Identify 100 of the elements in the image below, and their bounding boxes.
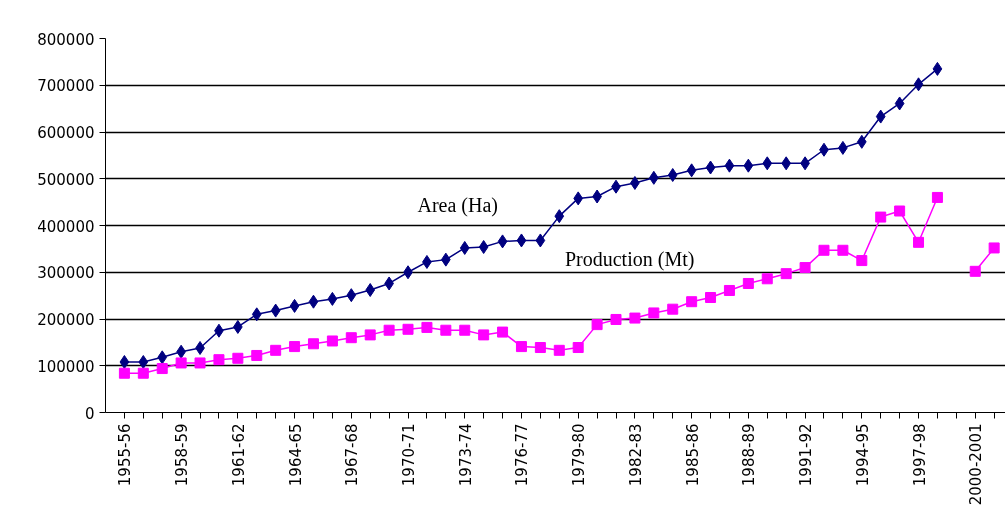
point [307, 338, 319, 350]
point [365, 283, 376, 298]
point [667, 303, 679, 315]
point [856, 255, 868, 267]
point [648, 307, 660, 319]
point [573, 191, 584, 206]
x-tick-label: 1997-98 [910, 423, 929, 487]
x-tick-label: 2000-2001 [967, 423, 986, 506]
y-tick-label: 700000 [37, 77, 95, 96]
point [648, 170, 659, 185]
point [686, 296, 698, 308]
point [497, 234, 508, 249]
point [894, 96, 905, 111]
x-tick-label: 1961-62 [229, 423, 248, 487]
point [516, 233, 527, 248]
point [326, 335, 338, 347]
point [875, 109, 886, 124]
point [157, 350, 168, 365]
x-tick-label: 1964-65 [286, 423, 305, 487]
point [629, 312, 641, 324]
series-label: Area (Ha) [417, 193, 498, 217]
point [894, 205, 906, 217]
point [723, 284, 735, 296]
x-tick-label: 1970-71 [400, 423, 419, 487]
y-tick-label: 300000 [37, 264, 95, 283]
y-tick-label: 400000 [37, 217, 95, 236]
point [289, 298, 300, 313]
point [137, 367, 149, 379]
point [289, 341, 301, 353]
x-tick-label: 1982-83 [626, 423, 645, 487]
point [478, 240, 489, 255]
x-tick-label: 1985-86 [683, 423, 702, 487]
x-tick-label: 1976-77 [513, 423, 532, 487]
y-tick-label: 600000 [37, 124, 95, 142]
y-tick-label: 500000 [37, 170, 95, 189]
point [818, 244, 830, 256]
point [270, 344, 282, 356]
point [421, 321, 433, 333]
point [932, 61, 943, 76]
point [931, 191, 943, 203]
point [856, 134, 867, 149]
point [346, 288, 357, 303]
point [232, 352, 244, 364]
x-tick-label: 1979-80 [570, 423, 589, 487]
x-tick-label: 1973-74 [456, 423, 475, 487]
point [497, 326, 509, 338]
point [440, 324, 452, 336]
point [610, 313, 622, 325]
point [686, 163, 697, 178]
point [270, 303, 281, 318]
y-tick-label: 800000 [37, 30, 95, 49]
series-label: Production (Mt) [564, 248, 695, 272]
point [554, 209, 565, 224]
point [799, 262, 811, 274]
point [913, 236, 925, 248]
point [213, 354, 225, 366]
point [535, 233, 546, 248]
point [780, 268, 792, 280]
point [459, 240, 470, 255]
x-tick-label: 1967-68 [343, 423, 362, 487]
point [383, 324, 395, 336]
point [781, 156, 792, 171]
point [969, 265, 981, 277]
point [705, 291, 717, 303]
point [553, 344, 565, 356]
x-tick-label: 1994-95 [853, 423, 872, 487]
point [138, 355, 149, 370]
point [345, 332, 357, 344]
point [119, 355, 130, 370]
point [251, 307, 262, 322]
point [875, 211, 887, 223]
point [175, 357, 187, 369]
y-tick-label: 0 [84, 404, 95, 423]
y-tick-label: 100000 [37, 357, 95, 376]
point [156, 363, 168, 375]
point [743, 158, 754, 173]
point [742, 277, 754, 289]
point [478, 329, 490, 341]
x-tick-label: 1991-92 [797, 423, 816, 487]
y-tick-label: 200000 [37, 311, 95, 329]
point [364, 329, 376, 341]
point [913, 77, 924, 92]
x-tick-label: 1958-59 [173, 423, 192, 487]
point [724, 158, 735, 173]
point [572, 342, 584, 354]
point [194, 357, 206, 369]
point [988, 242, 1000, 254]
point [591, 319, 603, 331]
point [118, 367, 130, 379]
point [534, 342, 546, 354]
point [705, 160, 716, 175]
x-tick-label: 1988-89 [740, 423, 759, 487]
x-tick-label: 1955-56 [116, 423, 135, 487]
point [308, 294, 319, 309]
point [515, 341, 527, 353]
point [402, 323, 414, 335]
point [251, 349, 263, 361]
point [459, 324, 471, 336]
point [327, 291, 338, 306]
point [837, 244, 849, 256]
